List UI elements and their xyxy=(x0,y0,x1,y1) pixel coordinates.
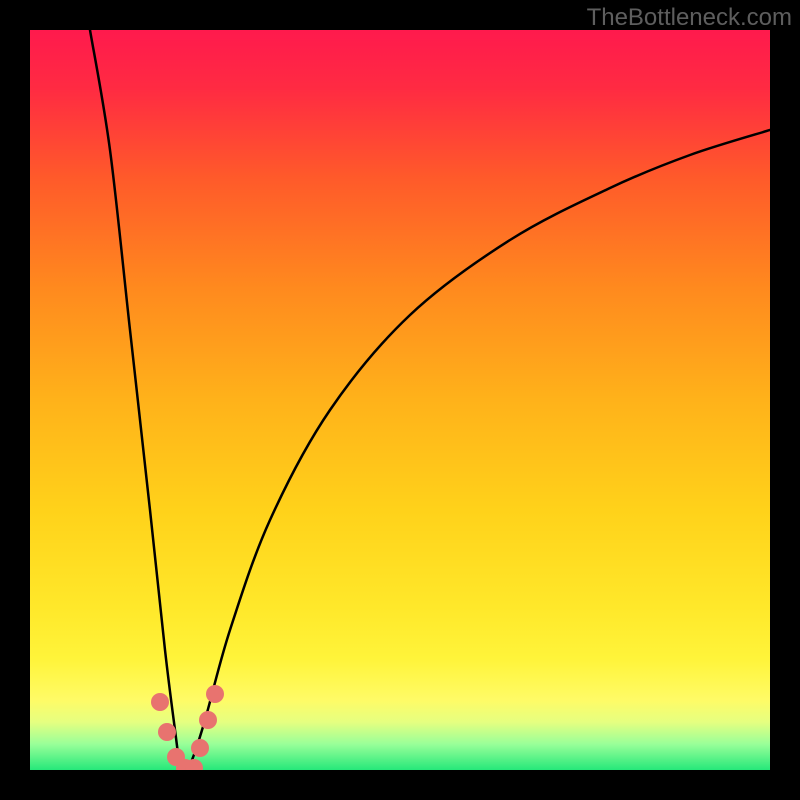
curve-right-branch xyxy=(185,130,770,770)
data-marker xyxy=(151,693,169,711)
watermark-label: TheBottleneck.com xyxy=(587,4,792,32)
chart-container: TheBottleneck.com xyxy=(0,0,800,800)
data-marker xyxy=(191,739,209,757)
data-marker xyxy=(206,685,224,703)
data-marker xyxy=(158,723,176,741)
data-marker xyxy=(199,711,217,729)
curves-layer xyxy=(0,0,800,800)
curve-left-branch xyxy=(90,30,185,770)
data-marker xyxy=(185,759,203,777)
